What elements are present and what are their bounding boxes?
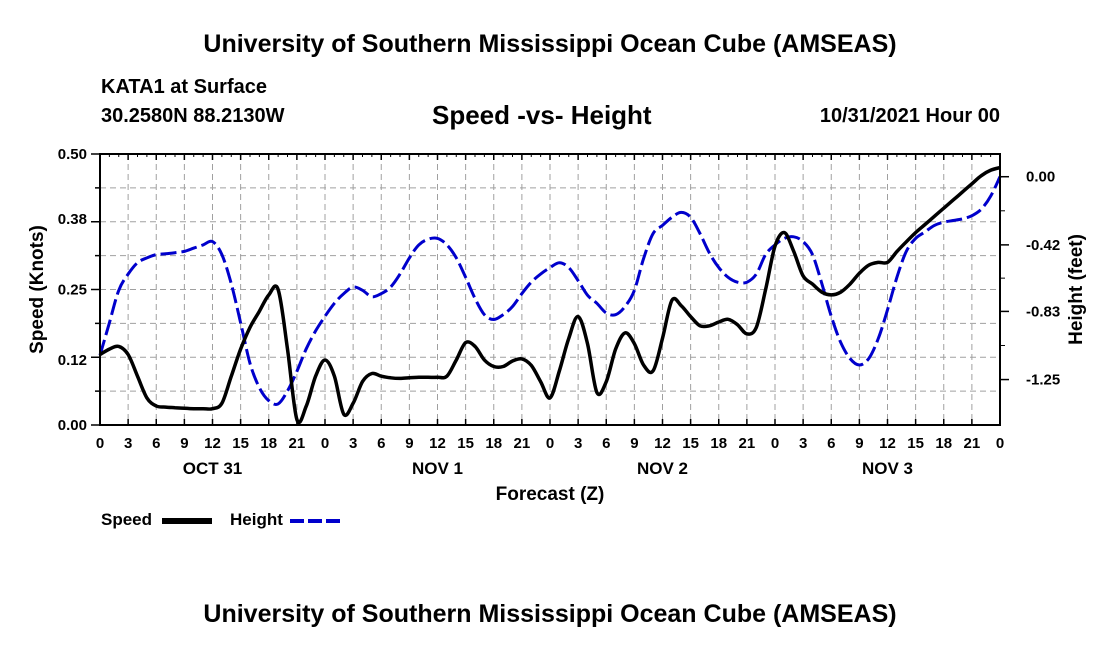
x-tick-label: 18: [485, 435, 502, 452]
legend-speed-label: Speed: [101, 510, 153, 529]
x-tick-label: 18: [260, 435, 277, 452]
y2-tick-label: -1.25: [1026, 372, 1060, 389]
plot-frame: [99, 153, 1001, 426]
x-tick-label: 6: [377, 435, 385, 452]
x-axis-title: Forecast (Z): [496, 484, 605, 505]
x-tick-label: 0: [96, 435, 104, 452]
x-tick-label: 15: [457, 435, 474, 452]
y-tick-label: 0.50: [58, 146, 87, 163]
x-tick-label: 18: [935, 435, 952, 452]
x-tick-label: 9: [855, 435, 863, 452]
x-tick-label: 3: [574, 435, 582, 452]
x-tick-label: 0: [321, 435, 329, 452]
y-axis-title: Speed (Knots): [27, 225, 48, 354]
x-tick-label: 9: [630, 435, 638, 452]
x-tick-label: 3: [799, 435, 807, 452]
x-tick-label: 0: [996, 435, 1004, 452]
date-label: NOV 3: [862, 459, 913, 478]
x-tick-label: 21: [964, 435, 981, 452]
x-tick-label: 21: [739, 435, 756, 452]
date-label: NOV 2: [637, 459, 688, 478]
height-series-line: [98, 176, 1002, 406]
coordinates-label: 30.2580N 88.2130W: [101, 105, 285, 127]
chart-area: 0 3 6 9 12 15 18 21 0 3 6 9 12 15 18 21 0 3 6 9 12 15 18 21 0 3 6 9…: [27, 146, 1087, 505]
x-tick-label: 3: [124, 435, 132, 452]
x-tick-label: 12: [204, 435, 221, 452]
legend-height-swatch: [290, 519, 344, 523]
station-label: KATA1 at Surface: [101, 76, 267, 98]
x-tick-label: 0: [546, 435, 554, 452]
x-tick-label: 15: [682, 435, 699, 452]
y2-axis-title: Height (feet): [1066, 234, 1087, 345]
y-tick-label: 0.00: [58, 417, 87, 434]
x-tick-label: 6: [827, 435, 835, 452]
series-layer: [98, 165, 1002, 425]
x-tick-label: 12: [654, 435, 671, 452]
x-tick-label: 12: [429, 435, 446, 452]
x-tick-label: 9: [405, 435, 413, 452]
chart-title: University of Southern Mississippi Ocean…: [203, 30, 897, 58]
x-tick-label: 21: [514, 435, 531, 452]
y2-tick-label: 0.00: [1026, 169, 1055, 186]
y-tick-label: 0.25: [58, 282, 87, 299]
datetime-label: 10/31/2021 Hour 00: [819, 105, 1000, 127]
date-label: OCT 31: [183, 459, 243, 478]
date-label: NOV 1: [412, 459, 463, 478]
x-tick-label: 21: [289, 435, 306, 452]
x-tick-label: 9: [180, 435, 188, 452]
x-tick-label: 3: [349, 435, 357, 452]
legend-height-label: Height: [230, 510, 283, 529]
x-tick-label: 6: [152, 435, 160, 452]
x-tick-label: 18: [710, 435, 727, 452]
x-tick-label: 15: [232, 435, 249, 452]
speed-series-line: [99, 165, 1001, 425]
y2-tick-label: -0.42: [1026, 237, 1060, 254]
x-tick-label: 15: [907, 435, 924, 452]
legend-speed-swatch: [162, 518, 212, 524]
x-tick-label: 6: [602, 435, 610, 452]
y2-tick-label: -0.83: [1026, 303, 1060, 320]
y-tick-label: 0.38: [58, 211, 87, 228]
chart-subtitle: Speed -vs- Height: [432, 100, 652, 130]
footer-title: University of Southern Mississippi Ocean…: [203, 600, 897, 628]
grid: [100, 154, 1000, 425]
axis-labels: 0 3 6 9 12 15 18 21 0 3 6 9 12 15 18 21 0 3 6 9 12 15 18 21 0 3 6 9…: [27, 146, 1087, 505]
x-tick-label: 0: [771, 435, 779, 452]
y-tick-label: 0.12: [58, 352, 87, 369]
x-tick-label: 12: [879, 435, 896, 452]
